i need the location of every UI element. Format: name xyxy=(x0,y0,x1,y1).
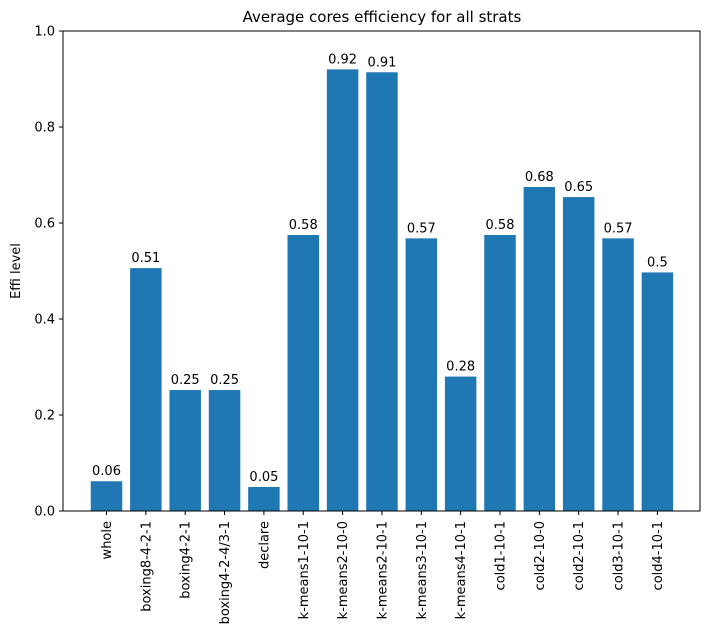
bar xyxy=(602,238,634,512)
bar xyxy=(523,187,556,511)
bar xyxy=(444,376,477,511)
data-label: 0.92 xyxy=(328,52,357,67)
data-label: 0.57 xyxy=(407,221,436,236)
data-label: 0.58 xyxy=(486,218,515,233)
bar xyxy=(562,197,595,511)
y-axis-label: Effi level xyxy=(9,243,24,299)
x-tick-label: k-means2-10-0 xyxy=(336,521,351,619)
data-label: 0.57 xyxy=(604,221,633,236)
x-tick-label: k-means4-10-1 xyxy=(454,521,469,619)
data-label: 0.25 xyxy=(210,373,239,388)
bar xyxy=(90,481,123,511)
x-tick-label: boxing4-2-4/3-1 xyxy=(218,521,233,624)
bar xyxy=(169,390,201,511)
data-label: 0.25 xyxy=(171,373,200,388)
bar xyxy=(405,238,438,512)
y-tick-label: 0.0 xyxy=(34,505,55,520)
y-tick-label: 0.6 xyxy=(34,217,55,232)
data-label: 0.28 xyxy=(446,360,475,375)
data-label: 0.68 xyxy=(525,170,554,185)
x-axis: whole boxing8-4-2-1 boxing4-2-1 boxing4-2-4… xyxy=(100,511,666,624)
y-tick-label: 0.4 xyxy=(34,313,55,328)
x-tick-label: k-means1-10-1 xyxy=(297,521,312,619)
y-tick-label: 0.8 xyxy=(34,121,55,136)
y-tick-label: 1.0 xyxy=(34,25,55,40)
chart-title: Average cores efficiency for all strats xyxy=(243,8,522,26)
x-tick-label: boxing8-4-2-1 xyxy=(139,521,154,612)
data-label: 0.51 xyxy=(131,251,160,266)
bar xyxy=(208,390,241,511)
x-tick-label: cold3-10-1 xyxy=(612,521,627,590)
data-label: 0.58 xyxy=(289,218,318,233)
x-tick-label: cold2-10-0 xyxy=(533,521,548,590)
data-labels-layer: 0.06 0.51 0.25 0.25 0.05 0.58 0.92 0.91 0.57 0.28… xyxy=(92,52,668,485)
x-tick-label: whole xyxy=(100,521,115,559)
y-tick-label: 0.2 xyxy=(34,409,55,424)
bar xyxy=(326,69,359,512)
x-tick-label: declare xyxy=(257,521,272,569)
bar xyxy=(366,72,398,511)
x-tick-label: cold2-10-1 xyxy=(572,521,587,590)
x-tick-label: boxing4-2-1 xyxy=(179,521,194,599)
plot-area-frame xyxy=(62,30,701,512)
bars-layer xyxy=(90,69,674,512)
x-tick-label: cold4-10-1 xyxy=(651,521,666,590)
data-label: 0.06 xyxy=(92,464,121,479)
bar xyxy=(484,235,516,511)
data-label: 0.91 xyxy=(367,55,396,70)
data-label: 0.05 xyxy=(249,470,278,485)
bar xyxy=(130,268,162,511)
x-tick-label: cold1-10-1 xyxy=(494,521,509,590)
data-label: 0.5 xyxy=(647,255,668,270)
bar xyxy=(248,487,280,511)
data-label: 0.65 xyxy=(564,180,593,195)
bar xyxy=(287,235,319,511)
x-tick-label: k-means3-10-1 xyxy=(415,521,430,619)
x-tick-label: k-means2-10-1 xyxy=(375,521,390,619)
y-axis: 0.0 0.2 0.4 0.6 0.8 1.0 xyxy=(34,25,63,520)
bar xyxy=(641,272,674,511)
